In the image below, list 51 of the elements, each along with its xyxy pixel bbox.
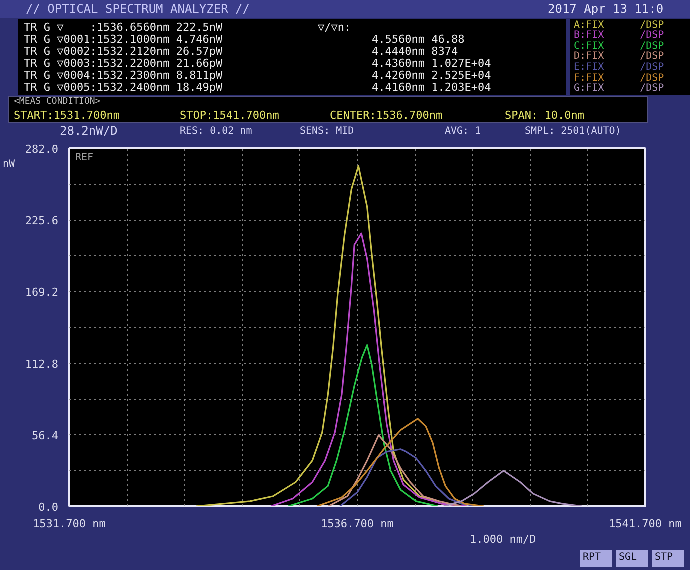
x-tick-label: 1541.700 nm xyxy=(609,518,682,530)
text: ▽/▽n: xyxy=(318,21,352,34)
x-tick-label: 1531.700 nm xyxy=(33,518,106,530)
text: STOP:1541.700nm xyxy=(180,109,280,122)
line-series xyxy=(270,232,468,506)
text: START:1531.700nm xyxy=(14,109,120,122)
x-tick-label: 1536.700 nm xyxy=(321,518,394,530)
text: RES: 0.02 nm xyxy=(180,126,252,138)
text: 4.5560nm 46.88 xyxy=(372,33,465,46)
text: TR G ▽ :1536.6560nm 222.5nW xyxy=(24,21,223,34)
text: 28.2nW/D xyxy=(60,124,118,138)
text: B:FIX /DSP xyxy=(574,30,664,42)
text: D:FIX /DSP xyxy=(574,51,664,62)
text: 4.4360nm 1.027E+04 xyxy=(372,57,492,70)
text: G:FIX /DSP xyxy=(574,83,664,94)
text: TR G ▽0004:1532.2300nm 8.811pW xyxy=(24,69,223,82)
text: SMPL: 2501(AUTO) xyxy=(525,126,622,138)
text: STP xyxy=(655,552,674,564)
text: TR G ▽0005:1532.2400nm 18.49pW xyxy=(24,81,223,94)
text: RPT xyxy=(583,552,602,564)
y-tick-label: 112.8 xyxy=(25,358,59,371)
text: 4.4440nm 8374 xyxy=(372,45,458,58)
text: AVG: 1 xyxy=(445,126,482,138)
y-tick-label: 56.4 xyxy=(32,429,59,442)
text: SGL xyxy=(619,552,638,564)
annotation: REF xyxy=(76,152,94,164)
text: 4.4160nm 1.203E+04 xyxy=(372,81,492,94)
text: TR G ▽0002:1532.2120nm 26.57pW xyxy=(24,45,223,58)
text: E:FIX /DSP xyxy=(574,62,664,74)
line-series xyxy=(443,470,583,506)
text: 2017 Apr 13 11:0 xyxy=(548,2,664,16)
text: A:FIX /DSP xyxy=(574,20,664,31)
text: 4.4260nm 2.525E+04 xyxy=(372,69,492,82)
text: F:FIX /DSP xyxy=(574,73,664,84)
line-series xyxy=(316,418,486,506)
y-tick-label: 225.6 xyxy=(25,214,59,228)
y-axis-title: nW xyxy=(3,159,16,170)
y-tick-label: 0.0 xyxy=(38,501,59,514)
chart-title: // OPTICAL SPECTRUM ANALYZER // xyxy=(26,2,250,16)
line-series xyxy=(328,434,462,506)
line-series xyxy=(288,344,439,506)
text: 1.000 nm/D xyxy=(470,533,536,546)
text: SPAN: 10.0nm xyxy=(505,109,584,122)
text: C:FIX /DSP xyxy=(574,41,664,52)
y-tick-label: 169.2 xyxy=(25,286,59,300)
text: SENS: MID xyxy=(300,126,354,138)
text: TR G ▽0001:1532.1000nm 4.746nW xyxy=(24,33,223,46)
y-tick-label: 282.0 xyxy=(25,143,59,156)
text: <MEAS CONDITION> xyxy=(14,97,101,108)
text: TR G ▽0003:1532.2200nm 21.66pW xyxy=(24,57,223,70)
text: CENTER:1536.700nm xyxy=(330,109,443,122)
